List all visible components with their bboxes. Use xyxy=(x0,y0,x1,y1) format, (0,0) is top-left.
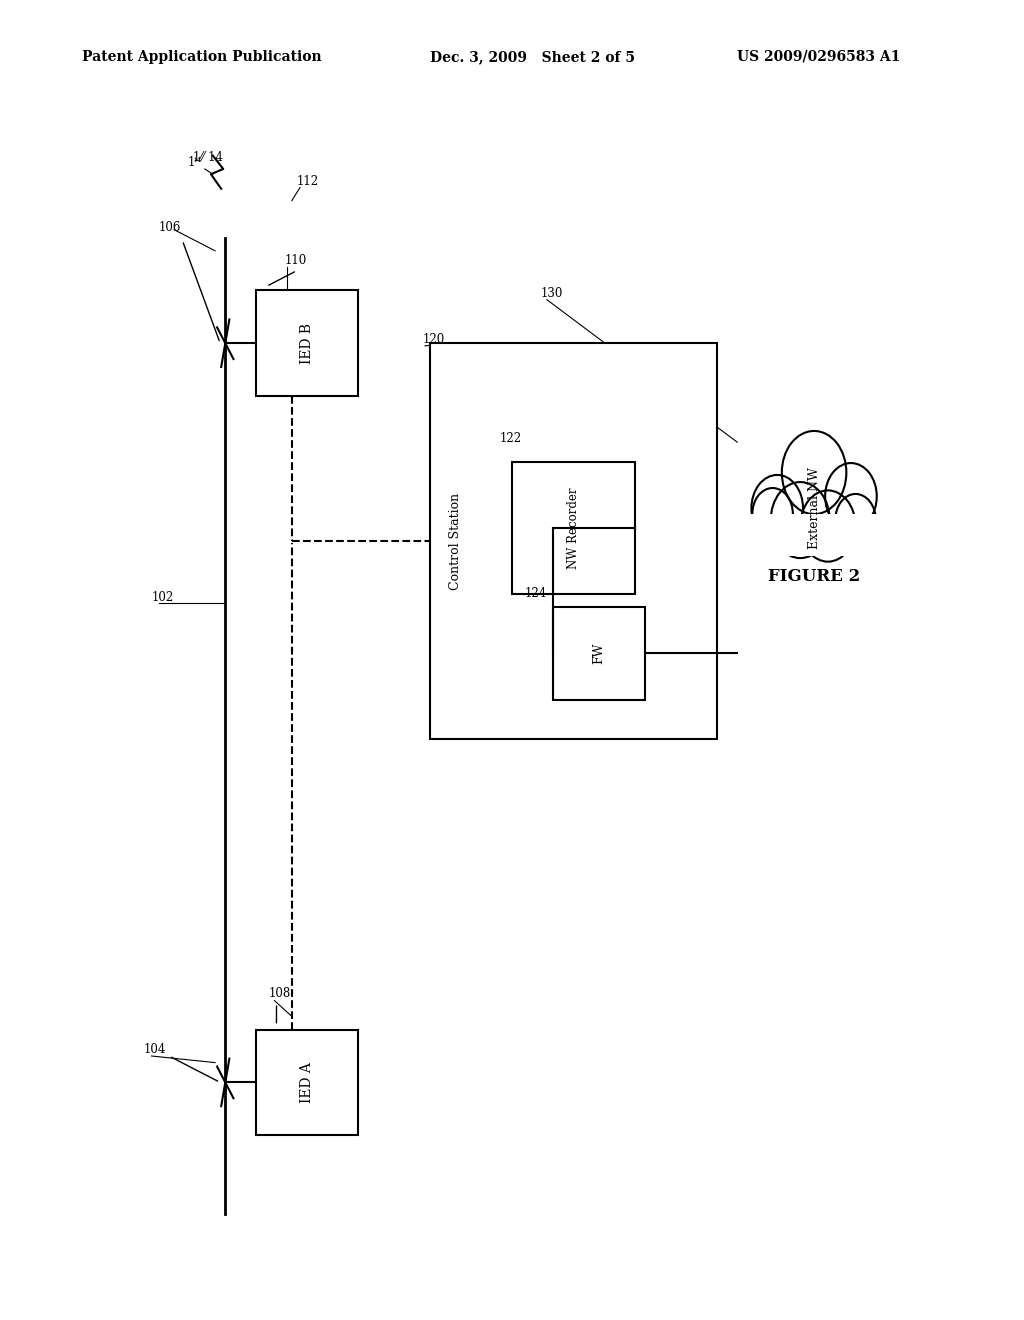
Circle shape xyxy=(800,491,856,562)
Circle shape xyxy=(752,475,803,541)
Text: Patent Application Publication: Patent Application Publication xyxy=(82,50,322,63)
Text: FW: FW xyxy=(593,643,605,664)
Text: 122: 122 xyxy=(500,432,522,445)
Circle shape xyxy=(836,494,876,546)
Circle shape xyxy=(753,488,793,540)
FancyBboxPatch shape xyxy=(553,607,645,700)
FancyBboxPatch shape xyxy=(256,290,358,396)
FancyBboxPatch shape xyxy=(430,343,717,739)
Text: 110: 110 xyxy=(285,253,307,267)
Text: External NW: External NW xyxy=(808,467,820,549)
Text: US 2009/0296583 A1: US 2009/0296583 A1 xyxy=(737,50,901,63)
Text: 102: 102 xyxy=(152,590,174,603)
FancyBboxPatch shape xyxy=(256,1030,358,1135)
Text: 120: 120 xyxy=(423,333,445,346)
Text: IED A: IED A xyxy=(300,1063,314,1102)
FancyBboxPatch shape xyxy=(750,515,879,556)
Text: NW Recorder: NW Recorder xyxy=(567,487,580,569)
Text: 108: 108 xyxy=(268,986,291,999)
Text: 106: 106 xyxy=(159,220,181,234)
Text: 130: 130 xyxy=(541,286,563,300)
Text: 104: 104 xyxy=(143,1043,166,1056)
Circle shape xyxy=(771,482,829,558)
Text: FIGURE 2: FIGURE 2 xyxy=(768,568,860,585)
Circle shape xyxy=(825,463,877,529)
Text: Control Station: Control Station xyxy=(450,492,462,590)
Text: 1ⁱ⁴: 1ⁱ⁴ xyxy=(187,156,202,169)
Text: IED B: IED B xyxy=(300,322,314,364)
Text: 124: 124 xyxy=(524,586,547,599)
Circle shape xyxy=(782,430,847,513)
Text: Dec. 3, 2009   Sheet 2 of 5: Dec. 3, 2009 Sheet 2 of 5 xyxy=(430,50,635,63)
Text: 112: 112 xyxy=(297,174,319,187)
Text: 1⁄⁄ 14: 1⁄⁄ 14 xyxy=(193,150,222,164)
FancyBboxPatch shape xyxy=(512,462,635,594)
